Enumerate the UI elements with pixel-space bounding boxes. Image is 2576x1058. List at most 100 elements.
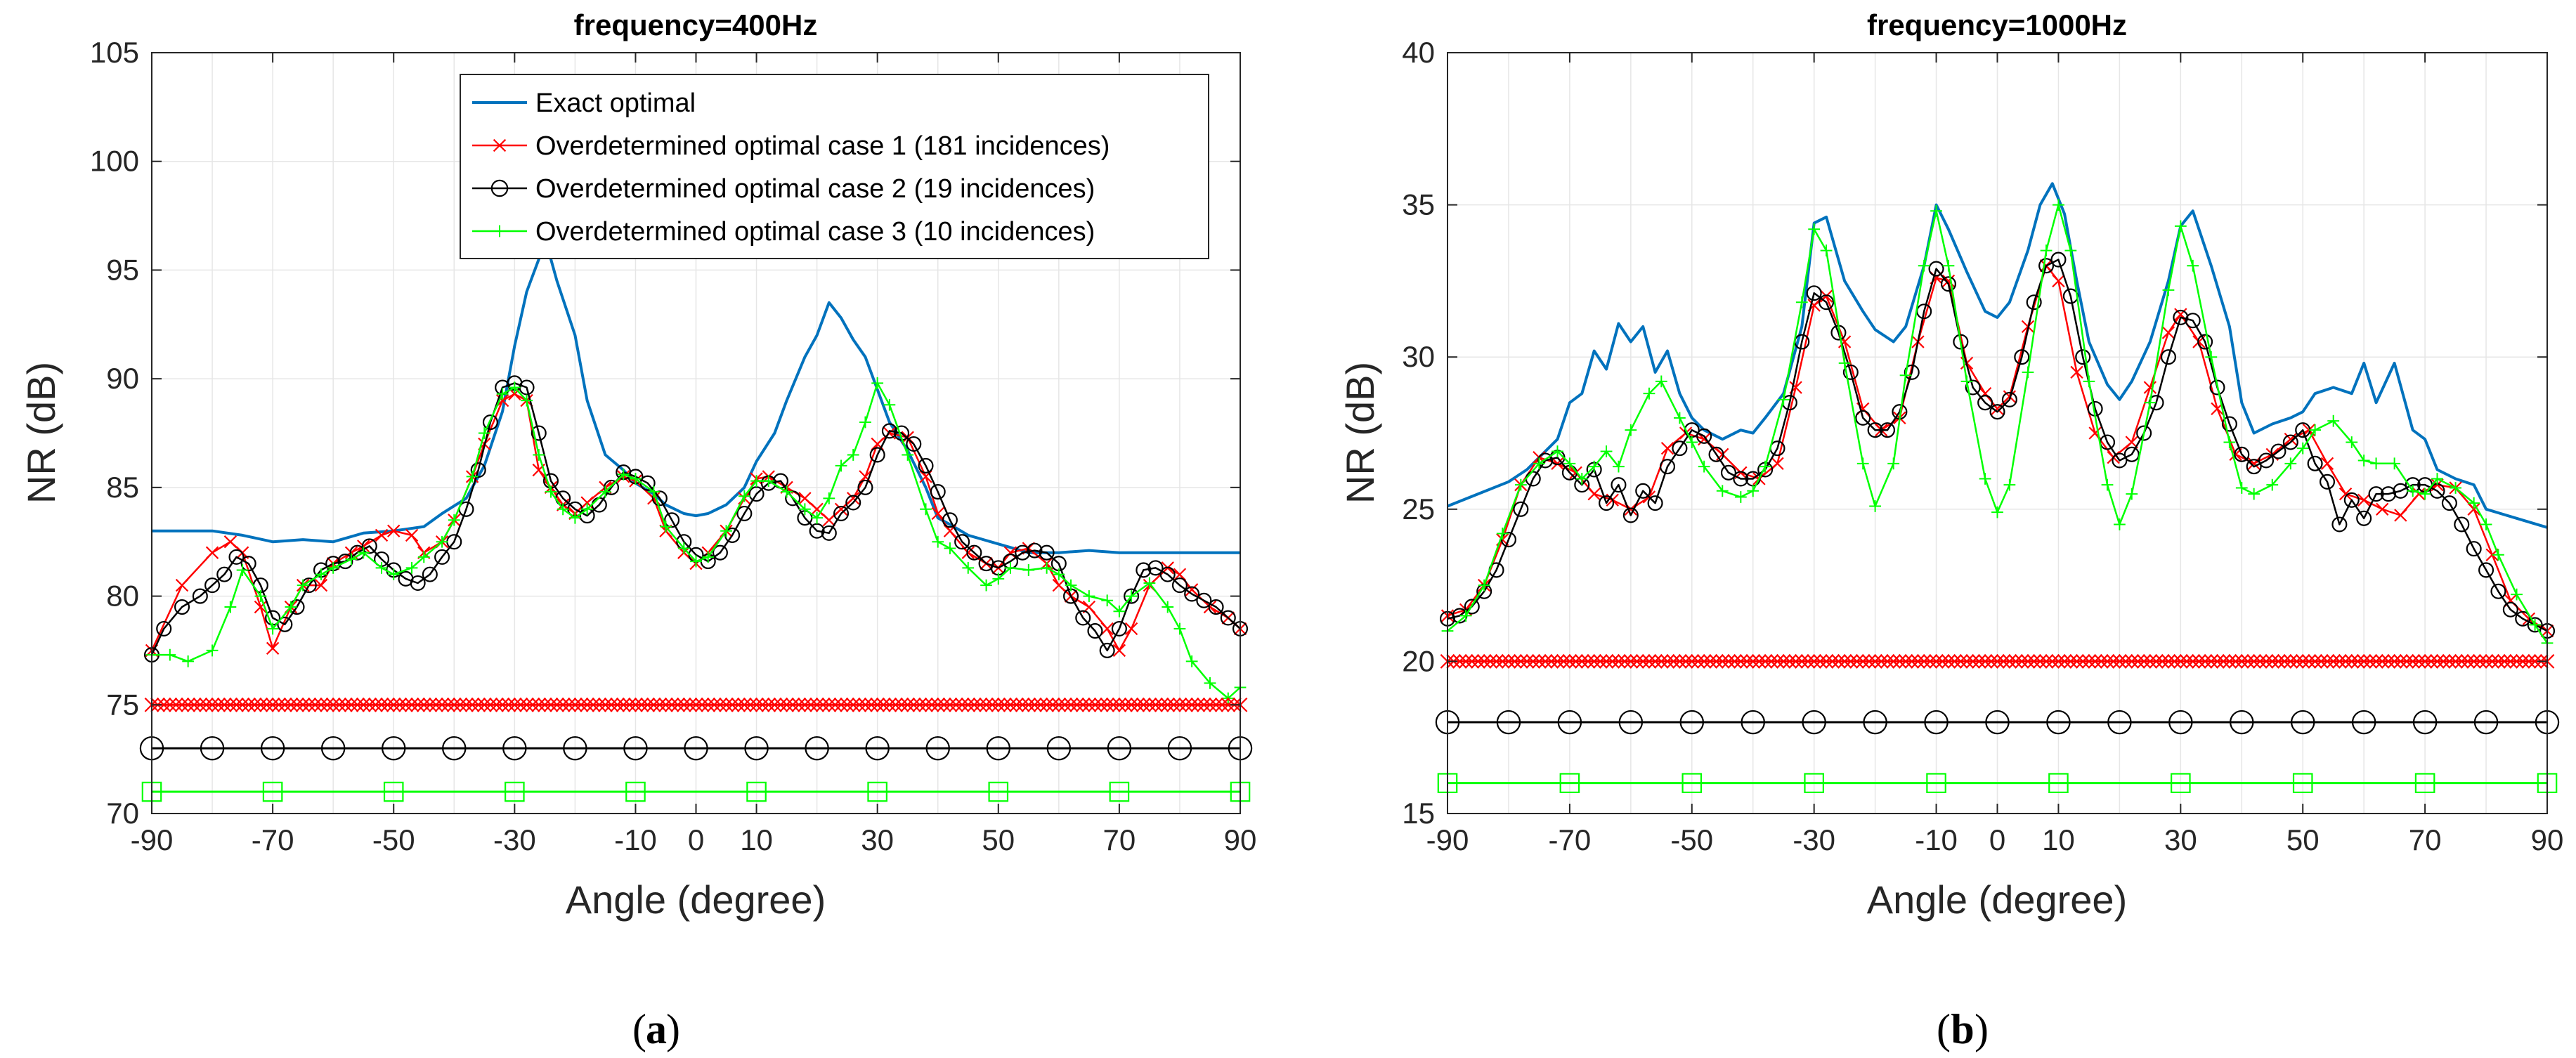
point-overdetermined-optimal-case-3-10-incidences	[1856, 457, 1869, 470]
point-overdetermined-optimal-case-2-19-incidences	[1611, 477, 1627, 493]
incidence-marker-overdetermined-optimal-case-2-19-incidences	[1679, 710, 1704, 735]
incidence-marker-overdetermined-optimal-case-1-181-incidences	[1641, 654, 1657, 669]
point-overdetermined-optimal-case-1-181-incidences	[1991, 402, 2004, 416]
incidence-marker-overdetermined-optimal-case-1-181-incidences	[537, 697, 552, 712]
point-overdetermined-optimal-case-1-181-incidences	[2247, 457, 2260, 470]
incidence-marker-overdetermined-optimal-case-1-181-incidences	[2472, 654, 2487, 669]
incidence-marker-overdetermined-optimal-case-3-10-incidences	[988, 781, 1009, 802]
point-overdetermined-optimal-case-3-10-incidences	[1899, 369, 1912, 381]
series-group-b	[1439, 182, 2556, 649]
incidence-marker-overdetermined-optimal-case-1-181-incidences	[876, 697, 891, 712]
incidence-marker-overdetermined-optimal-case-1-181-incidences	[429, 697, 443, 712]
point-overdetermined-optimal-case-3-10-incidences	[1698, 460, 1710, 473]
incidence-marker-overdetermined-optimal-case-1-181-incidences	[2308, 654, 2322, 669]
point-overdetermined-optimal-case-2-19-incidences	[966, 544, 982, 561]
incidence-marker-overdetermined-optimal-case-1-181-incidences	[966, 697, 982, 712]
y-tick-label: 15	[1402, 797, 1435, 830]
incidence-marker-overdetermined-optimal-case-1-181-incidences	[1843, 654, 1859, 669]
point-overdetermined-optimal-case-3-10-incidences	[799, 503, 811, 516]
point-overdetermined-optimal-case-3-10-incidences	[1113, 605, 1126, 618]
incidence-marker-overdetermined-optimal-case-1-181-incidences	[852, 697, 867, 712]
incidence-marker-overdetermined-optimal-case-1-181-incidences	[864, 697, 879, 712]
point-overdetermined-optimal-case-2-19-incidences	[1622, 507, 1639, 523]
point-overdetermined-optimal-case-1-181-incidences	[223, 535, 238, 549]
point-overdetermined-optimal-case-3-10-incidences	[478, 427, 490, 439]
incidence-marker-overdetermined-optimal-case-1-181-incidences	[991, 697, 1006, 712]
incidence-marker-overdetermined-optimal-case-1-181-incidences	[2197, 654, 2213, 669]
point-overdetermined-optimal-case-3-10-incidences	[2022, 366, 2034, 379]
incidence-marker-overdetermined-optimal-case-1-181-incidences	[1880, 654, 1895, 669]
incidence-marker-overdetermined-optimal-case-1-181-incidences	[2057, 654, 2072, 669]
point-overdetermined-optimal-case-3-10-incidences	[1808, 223, 1821, 235]
incidence-marker-overdetermined-optimal-case-1-181-incidences	[271, 697, 287, 712]
chart-title-a: frequency=400Hz	[574, 8, 818, 41]
incidence-marker-overdetermined-optimal-case-1-181-incidences	[652, 697, 668, 712]
point-overdetermined-optimal-case-3-10-incidences	[1686, 436, 1698, 448]
incidence-marker-overdetermined-optimal-case-1-181-incidences	[568, 697, 583, 712]
incidence-marker-overdetermined-optimal-case-2-19-incidences	[2351, 710, 2376, 735]
incidence-marker-overdetermined-optimal-case-1-181-incidences	[1819, 654, 1834, 669]
incidence-marker-overdetermined-optimal-case-1-181-incidences	[1629, 654, 1644, 669]
point-overdetermined-optimal-case-2-19-incidences	[337, 554, 353, 570]
point-overdetermined-optimal-case-3-10-incidences	[1004, 561, 1017, 574]
point-overdetermined-optimal-case-2-19-incidences	[2221, 416, 2237, 432]
incidence-marker-overdetermined-optimal-case-1-181-incidences	[791, 697, 807, 712]
incidence-marker-overdetermined-optimal-case-1-181-incidences	[628, 697, 643, 712]
incidence-marker-overdetermined-optimal-case-1-181-incidences	[211, 697, 226, 712]
incidence-marker-overdetermined-optimal-case-1-181-incidences	[290, 697, 304, 712]
incidence-marker-overdetermined-optimal-case-2-19-incidences	[1863, 710, 1887, 735]
incidence-marker-overdetermined-optimal-case-1-181-incidences	[664, 697, 679, 712]
incidence-marker-overdetermined-optimal-case-1-181-incidences	[1519, 654, 1535, 669]
x-tick-label: 30	[2164, 823, 2197, 856]
incidence-marker-overdetermined-optimal-case-1-181-incidences	[404, 697, 419, 712]
incidence-marker-overdetermined-optimal-case-1-181-incidences	[2283, 654, 2298, 669]
incidence-marker-overdetermined-optimal-case-1-181-incidences	[779, 697, 794, 712]
incidence-marker-overdetermined-optimal-case-1-181-incidences	[1959, 654, 1975, 669]
incidence-marker-overdetermined-optimal-case-1-181-incidences	[441, 697, 456, 712]
x-tick-label: -90	[1426, 823, 1469, 856]
x-tick-label: -90	[131, 823, 174, 856]
point-overdetermined-optimal-case-3-10-incidences	[2162, 284, 2175, 296]
incidence-marker-overdetermined-optimal-case-1-181-incidences	[513, 697, 528, 712]
incidence-marker-overdetermined-optimal-case-1-181-incidences	[199, 697, 214, 712]
point-overdetermined-optimal-case-2-19-incidences	[712, 544, 728, 561]
incidence-marker-overdetermined-optimal-case-3-10-incidences	[867, 781, 887, 802]
point-overdetermined-optimal-case-3-10-incidences	[1053, 568, 1065, 581]
point-overdetermined-optimal-case-3-10-incidences	[2187, 259, 2199, 272]
incidence-marker-overdetermined-optimal-case-1-181-incidences	[1678, 654, 1693, 669]
point-overdetermined-optimal-case-2-19-incidences	[845, 495, 861, 511]
point-overdetermined-optimal-case-3-10-incidences	[345, 553, 358, 566]
incidence-marker-overdetermined-optimal-case-1-181-incidences	[1617, 654, 1632, 669]
x-tick-label: -50	[372, 823, 415, 856]
incidence-marker-overdetermined-optimal-case-1-181-incidences	[555, 697, 571, 712]
incidence-marker-overdetermined-optimal-case-1-181-incidences	[2399, 654, 2414, 669]
point-overdetermined-optimal-case-1-181-incidences	[357, 540, 370, 553]
incidence-marker-overdetermined-optimal-case-3-10-incidences	[505, 781, 525, 802]
incidence-marker-overdetermined-optimal-case-1-181-incidences	[1953, 654, 1968, 669]
incidence-marker-overdetermined-optimal-case-1-181-incidences	[676, 697, 691, 712]
incidence-marker-overdetermined-optimal-case-1-181-incidences	[2008, 654, 2023, 669]
incidence-marker-overdetermined-optimal-case-2-19-incidences	[320, 736, 346, 761]
point-overdetermined-optimal-case-2-19-incidences	[2490, 583, 2506, 599]
incidence-marker-overdetermined-optimal-case-1-181-incidences	[1592, 654, 1608, 669]
point-overdetermined-optimal-case-3-10-incidences	[750, 475, 762, 487]
point-overdetermined-optimal-case-1-181-incidences	[2320, 457, 2334, 470]
point-overdetermined-optimal-case-2-19-incidences	[1087, 623, 1103, 639]
point-overdetermined-optimal-case-3-10-incidences	[1613, 460, 1625, 473]
point-overdetermined-optimal-case-3-10-incidences	[508, 381, 521, 393]
incidence-marker-overdetermined-optimal-case-1-181-incidences	[1154, 697, 1169, 712]
incidence-marker-overdetermined-optimal-case-3-10-incidences	[1804, 773, 1824, 793]
incidence-marker-overdetermined-optimal-case-1-181-incidences	[1495, 654, 1510, 669]
point-overdetermined-optimal-case-2-19-incidences	[2307, 455, 2323, 471]
point-overdetermined-optimal-case-3-10-incidences	[1459, 610, 1472, 622]
incidence-marker-overdetermined-optimal-case-1-181-incidences	[1855, 654, 1871, 669]
incidence-marker-overdetermined-optimal-case-1-181-incidences	[2491, 654, 2506, 669]
incidence-marker-overdetermined-optimal-case-1-181-incidences	[573, 697, 589, 712]
point-overdetermined-optimal-case-3-10-incidences	[2248, 488, 2260, 500]
panel-label-b-close: )	[1975, 1006, 1989, 1052]
point-overdetermined-optimal-case-3-10-incidences	[164, 648, 176, 661]
point-overdetermined-optimal-case-3-10-incidences	[405, 561, 418, 574]
incidence-marker-overdetermined-optimal-case-3-10-incidences	[2414, 773, 2435, 793]
incidence-marker-overdetermined-optimal-case-1-181-incidences	[736, 697, 752, 712]
incidence-marker-overdetermined-optimal-case-1-181-incidences	[719, 697, 734, 712]
